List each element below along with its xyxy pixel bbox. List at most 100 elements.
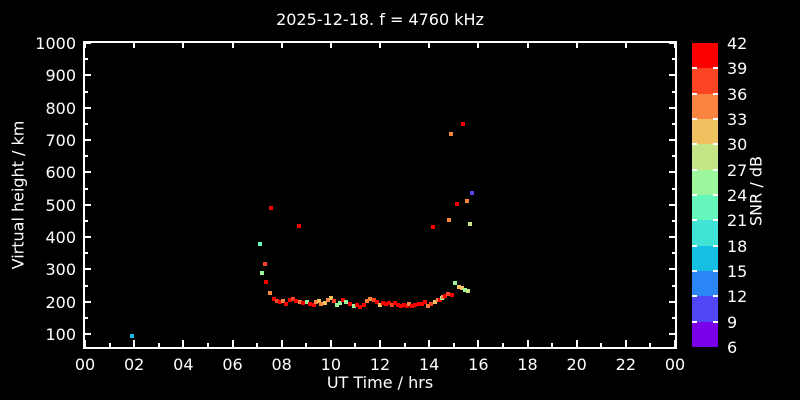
data-point <box>304 300 309 305</box>
colorbar-tick-left <box>692 270 697 272</box>
y-tick-minor <box>85 188 88 190</box>
y-tick-minor-right <box>672 317 675 319</box>
data-point <box>425 303 430 308</box>
x-tick-major <box>281 340 283 347</box>
y-tick-minor-right <box>672 252 675 254</box>
x-tick-major-top <box>133 43 135 48</box>
y-tick-major <box>85 171 91 173</box>
colorbar-tick-label: 9 <box>727 312 738 332</box>
data-point <box>420 301 425 306</box>
colorbar-label: SNR / dB <box>746 156 766 226</box>
y-tick-label: 100 <box>45 325 76 345</box>
x-tick-minor <box>305 343 307 347</box>
colorbar-segment <box>692 220 718 246</box>
data-point <box>262 261 267 266</box>
y-tick-label: 800 <box>45 98 76 118</box>
x-tick-major-top <box>674 43 676 48</box>
data-point <box>402 302 407 307</box>
data-point <box>469 191 474 196</box>
data-point <box>340 298 345 303</box>
x-tick-label: 00 <box>664 355 686 374</box>
colorbar-tick-label: 42 <box>727 34 748 53</box>
data-point <box>258 241 263 246</box>
colorbar-segment <box>692 68 718 94</box>
data-point <box>364 299 369 304</box>
y-tick-minor-right <box>672 285 675 287</box>
x-tick-minor <box>404 343 406 347</box>
y-tick-major-right <box>669 333 675 335</box>
data-point <box>272 297 277 302</box>
y-tick-major-right <box>669 74 675 76</box>
y-tick-minor <box>85 58 88 60</box>
colorbar-segment <box>692 194 718 221</box>
colorbar-tick-label: 12 <box>727 287 748 307</box>
data-point <box>372 298 377 303</box>
y-tick-major <box>85 204 91 206</box>
colorbar-tick-left <box>692 118 697 120</box>
data-point <box>329 296 334 301</box>
data-point <box>317 299 322 304</box>
data-point <box>293 299 298 304</box>
colorbar-tick-left <box>692 143 697 145</box>
colorbar-tick-label: 6 <box>727 338 738 357</box>
data-point <box>301 301 306 306</box>
colorbar-tick-right <box>713 245 718 247</box>
data-point <box>449 131 454 136</box>
x-tick-label: 22 <box>615 355 637 374</box>
data-point <box>325 298 330 303</box>
colorbar-tick-left <box>692 194 697 196</box>
x-tick-major <box>428 340 430 347</box>
x-tick-major <box>133 340 135 347</box>
y-tick-major <box>85 236 91 238</box>
colorbar-segment <box>692 245 718 271</box>
colorbar-tick-right <box>713 321 718 323</box>
x-tick-label: 02 <box>123 355 145 374</box>
y-tick-minor <box>85 91 88 93</box>
data-point <box>319 301 323 306</box>
plot-area <box>83 41 677 349</box>
y-tick-major <box>85 301 91 303</box>
colorbar-segment <box>692 144 718 170</box>
data-point <box>284 301 289 306</box>
colorbar-tick-label: 33 <box>727 110 748 129</box>
y-tick-minor <box>85 155 88 157</box>
data-point <box>465 199 470 204</box>
data-point <box>452 281 457 286</box>
colorbar-tick-right <box>713 93 718 95</box>
data-point <box>263 279 268 284</box>
x-tick-minor <box>109 343 111 347</box>
colorbar-segment <box>692 169 718 195</box>
x-tick-major-top <box>84 43 86 48</box>
y-tick-label: 400 <box>45 228 76 248</box>
x-tick-major <box>330 340 332 347</box>
x-tick-label: 20 <box>566 355 587 374</box>
colorbar-tick-left <box>692 245 697 247</box>
x-tick-minor <box>600 343 602 347</box>
data-point <box>461 121 466 126</box>
data-point <box>280 299 285 304</box>
y-tick-major <box>85 42 91 44</box>
x-tick-major <box>84 340 86 347</box>
y-tick-major-right <box>669 301 675 303</box>
colorbar-tick-label: 27 <box>727 160 748 180</box>
colorbar-tick-left <box>692 169 697 171</box>
y-tick-minor-right <box>672 123 675 125</box>
colorbar-segment <box>692 321 718 347</box>
y-tick-minor-right <box>672 91 675 93</box>
colorbar-tick-right <box>713 219 718 221</box>
data-point <box>344 300 349 305</box>
x-tick-major <box>625 340 627 347</box>
data-point <box>446 291 451 296</box>
x-tick-major <box>477 340 479 347</box>
x-tick-major <box>379 340 381 347</box>
data-point <box>375 300 380 305</box>
colorbar-segment <box>692 93 718 119</box>
y-tick-major <box>85 333 91 335</box>
data-point <box>447 217 452 222</box>
data-point <box>407 301 411 306</box>
plot-frame-right <box>675 41 677 349</box>
x-tick-major-top <box>625 43 627 48</box>
x-tick-minor <box>354 343 356 347</box>
colorbar-tick-right <box>713 169 718 171</box>
